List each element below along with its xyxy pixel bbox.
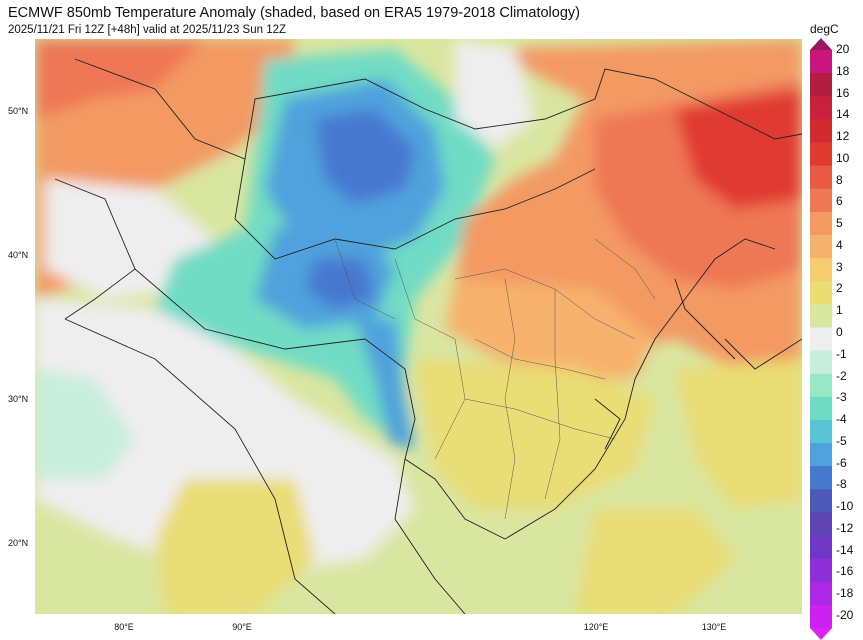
- colorbar-level-label: 4: [836, 237, 843, 252]
- colorbar-swatch: [810, 73, 832, 97]
- colorbar-swatch: [810, 304, 832, 328]
- colorbar-level-label: 12: [836, 129, 850, 144]
- colorbar-swatch: [810, 512, 832, 537]
- colorbar-level-label: -18: [836, 586, 854, 601]
- colorbar-level-label: 8: [836, 172, 843, 187]
- colorbar-bottom-arrow: [810, 628, 832, 640]
- colorbar-swatch: [810, 466, 832, 490]
- lat-label-20n: 20°N: [8, 538, 29, 548]
- colorbar: [810, 38, 832, 640]
- colorbar-swatch: [810, 535, 832, 560]
- colorbar-level-label: -12: [836, 520, 854, 535]
- colorbar-level-label: -10: [836, 499, 854, 514]
- colorbar-level-label: 18: [836, 63, 850, 78]
- colorbar-level-label: 6: [836, 194, 843, 209]
- colorbar-level-label: 10: [836, 150, 850, 165]
- lon-label-120e: 120°E: [583, 622, 609, 632]
- colorbar-level-label: 2: [836, 281, 843, 296]
- lat-label-30n: 30°N: [8, 394, 29, 404]
- colorbar-level-label: -4: [836, 412, 847, 427]
- temperature-anomaly-map: [35, 39, 802, 614]
- map-title: ECMWF 850mb Temperature Anomaly (shaded,…: [8, 5, 580, 21]
- colorbar-level-label: -2: [836, 368, 847, 383]
- colorbar-level-label: 1: [836, 303, 843, 318]
- colorbar-level-label: -20: [836, 608, 854, 622]
- country-borders: [54, 58, 802, 614]
- colorbar-level-label: -1: [836, 346, 847, 361]
- colorbar-swatch: [810, 142, 832, 167]
- colorbar-level-label: -6: [836, 455, 847, 470]
- colorbar-swatch: [810, 96, 832, 120]
- colorbar-swatch: [810, 165, 832, 190]
- colorbar-swatch: [810, 419, 832, 444]
- colorbar-swatch: [810, 234, 832, 259]
- colorbar-swatch: [810, 327, 832, 352]
- colorbar-swatch: [810, 373, 832, 398]
- colorbar-swatch: [810, 396, 832, 421]
- lat-label-50n: 50°N: [8, 106, 29, 116]
- colorbar-swatch: [810, 50, 832, 74]
- colorbar-level-label: 0: [836, 325, 843, 339]
- colorbar-level-label: 14: [836, 107, 850, 122]
- colorbar-level-label: 5: [836, 216, 843, 231]
- lon-label-130e: 130°E: [701, 622, 727, 632]
- colorbar-swatch: [810, 281, 832, 305]
- colorbar-swatch: [810, 258, 832, 282]
- colorbar-level-label: -16: [836, 564, 854, 579]
- colorbar-level-label: -3: [836, 390, 847, 405]
- lat-label-40n: 40°N: [8, 250, 29, 260]
- colorbar-swatch: [810, 350, 832, 375]
- colorbar-swatch: [810, 581, 832, 606]
- colorbar-swatch: [810, 211, 832, 236]
- colorbar-swatch: [810, 604, 832, 629]
- colorbar-level-label: -14: [836, 542, 854, 557]
- colorbar-level-label: 20: [836, 42, 850, 56]
- colorbar-level-label: 16: [836, 85, 850, 100]
- lon-label-80e: 80°E: [114, 622, 134, 632]
- map-subtitle: 2025/11/21 Fri 12Z [+48h] valid at 2025/…: [8, 24, 287, 36]
- colorbar-swatch: [810, 489, 832, 513]
- colorbar-level-label: -5: [836, 433, 847, 448]
- colorbar-swatch: [810, 443, 832, 467]
- anomaly-shading: [35, 39, 802, 614]
- lon-label-90e: 90°E: [232, 622, 252, 632]
- colorbar-swatch: [810, 188, 832, 213]
- colorbar-swatch: [810, 558, 832, 583]
- province-borders: [334, 238, 656, 520]
- colorbar-swatch: [810, 119, 832, 143]
- colorbar-level-label: -8: [836, 477, 847, 492]
- colorbar-level-label: 3: [836, 259, 843, 274]
- colorbar-top-arrow: [810, 38, 832, 50]
- colorbar-unit: degC: [810, 22, 839, 36]
